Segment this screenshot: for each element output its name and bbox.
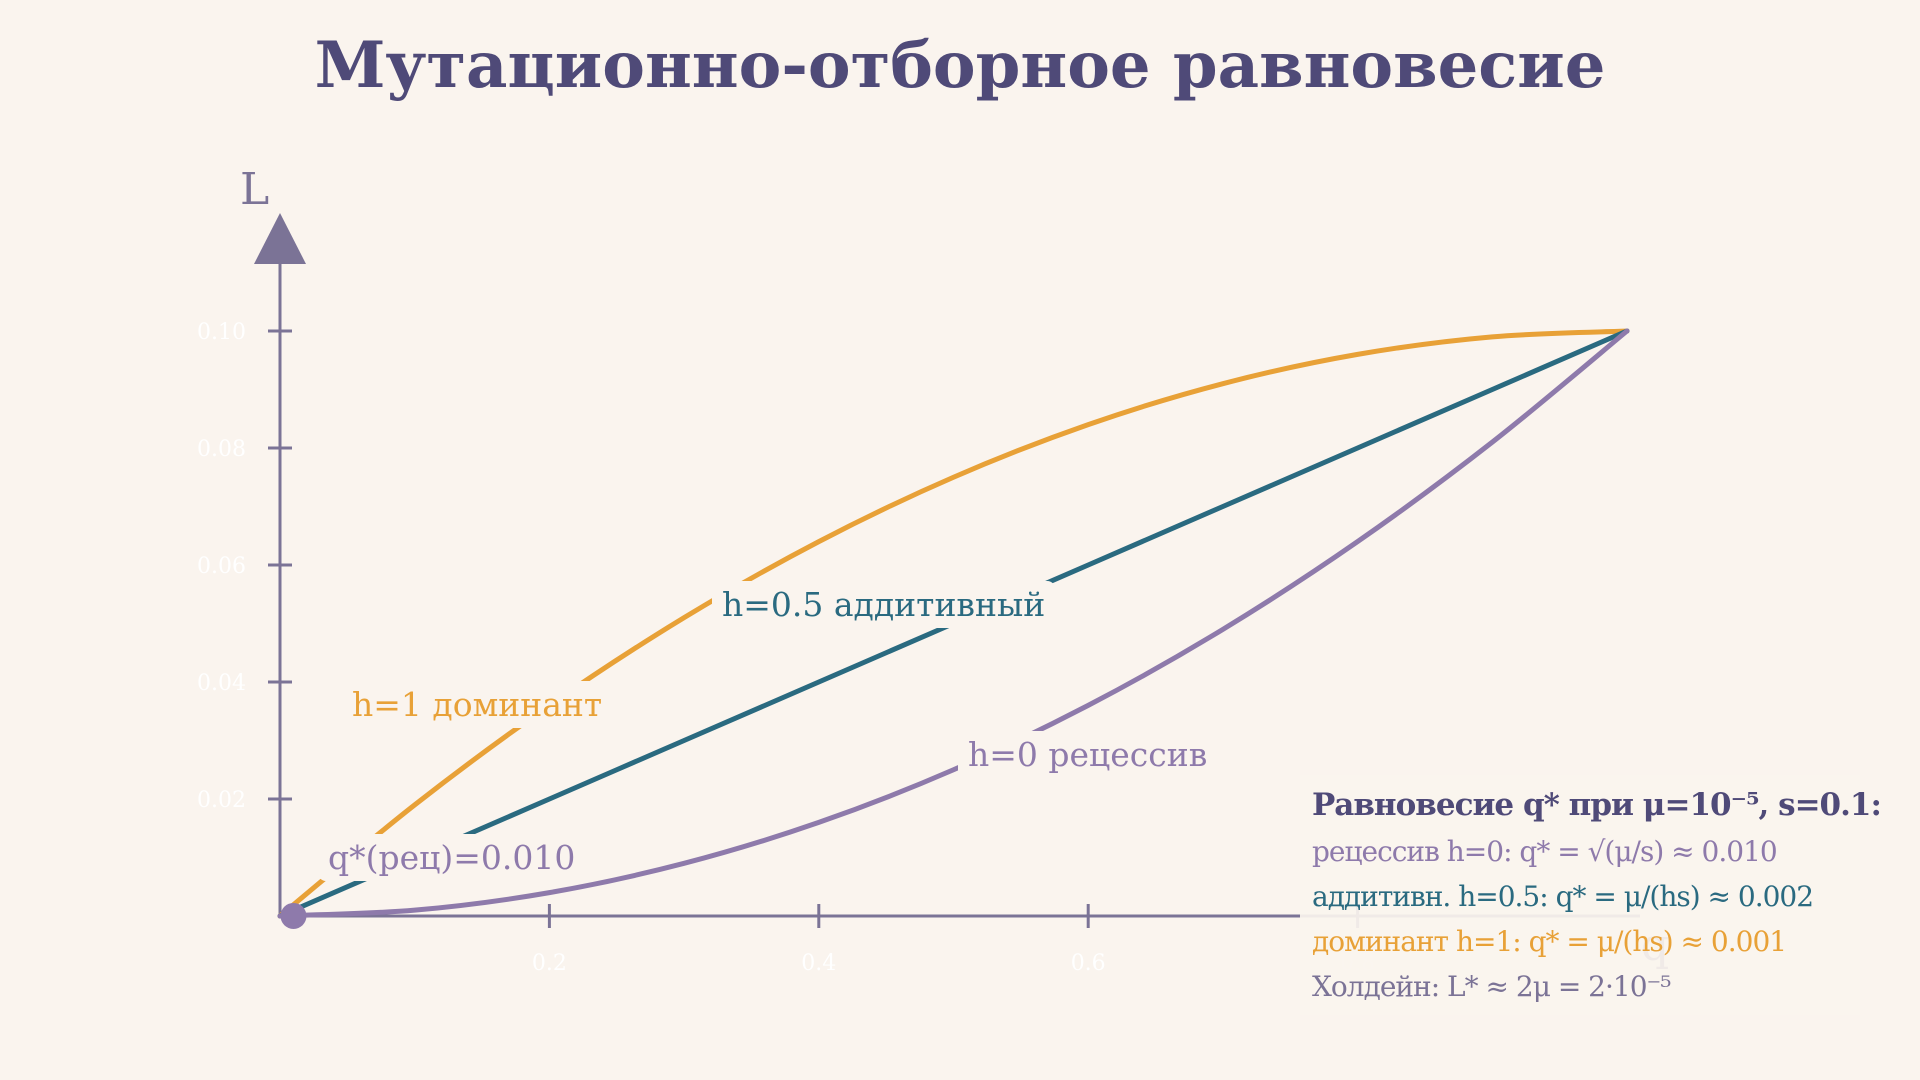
equilibrium-label: q*(рец)=0.010 <box>328 838 575 877</box>
curve-label-additive: h=0.5 аддитивный <box>722 585 1045 624</box>
curve-labels: h=1 доминант h=0.5 аддитивный h=0 рецессив… <box>318 581 1218 881</box>
curve-label-dominant: h=1 доминант <box>352 685 602 724</box>
legend-line-additive: аддитивн. h=0.5: q* = μ/(hs) ≈ 0.002 <box>1312 880 1814 913</box>
y-tick-label: 0.04 <box>197 671 246 696</box>
x-tick-label: 0.4 <box>801 951 836 976</box>
y-tick-label: 0.02 <box>197 788 246 813</box>
curve-label-recessive: h=0 рецессив <box>968 735 1207 774</box>
label-background <box>958 731 1218 778</box>
label-background <box>318 834 586 881</box>
label-background <box>712 581 1056 628</box>
y-axis-arrow <box>254 213 306 264</box>
legend-line-dominant: доминант h=1: q* = μ/(hs) ≈ 0.001 <box>1312 925 1787 958</box>
chart-title: Мутационно-отборное равновесие <box>314 28 1606 103</box>
x-tick-label: 0.2 <box>532 951 567 976</box>
curve-dominant <box>277 328 1630 919</box>
legend-line-recessive: рецессив h=0: q* = √(μ/s) ≈ 0.010 <box>1312 835 1778 868</box>
equilibrium-point <box>280 902 307 929</box>
legend-heading: Равновесие q* при μ=10⁻⁵, s=0.1: <box>1312 787 1882 823</box>
y-tick-label: 0.10 <box>197 320 246 345</box>
y-tick-label: 0.08 <box>197 437 246 462</box>
y-tick-label: 0.06 <box>197 554 246 579</box>
legend-line-haldane: Холдейн: L* ≈ 2μ = 2·10⁻⁵ <box>1312 970 1672 1003</box>
label-background <box>342 681 613 728</box>
equilibrium-legend: Равновесие q* при μ=10⁻⁵, s=0.1: рецесси… <box>1300 775 1882 1015</box>
x-tick-label: 0.6 <box>1071 951 1106 976</box>
y-axis-title: L <box>240 164 269 215</box>
